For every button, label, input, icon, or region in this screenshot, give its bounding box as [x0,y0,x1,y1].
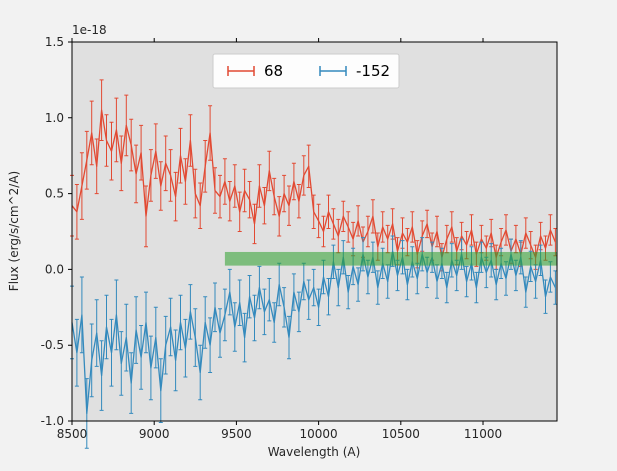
line--152 [71,250,556,415]
x-tick-label: 11000 [464,427,502,441]
y-axis-label: Flux (erg/s/cm^2/A) [7,171,21,291]
y-tick-label: 1.0 [45,111,64,125]
axis-ticks: 8500 9000 9500 10000 10500 11000 -1.0 -0.5 0.0 0.… [41,35,503,441]
y-tick-label: 0.5 [45,187,64,201]
series-68 [70,79,558,272]
y-tick-label: -0.5 [41,338,64,352]
x-tick-label: 9000 [139,427,170,441]
legend-errorbar-glyph [319,66,347,76]
legend: 68 -152 [212,53,400,89]
x-tick-label: 9500 [221,427,252,441]
y-tick-label: 1.5 [45,35,64,49]
plot-content [70,79,558,449]
y-tick-label: 0.0 [45,262,64,276]
legend-label: -152 [356,62,390,80]
legend-entry--152: -152 [319,62,390,80]
legend-entry-68: 68 [227,62,283,80]
x-tick-label: 8500 [57,427,88,441]
x-axis-label: Wavelength (A) [268,445,361,459]
zero-flux-band [224,251,557,266]
axes-spines [71,41,558,422]
legend-label: 68 [264,62,283,80]
x-tick-label: 10500 [382,427,420,441]
y-axis-offset-text: 1e-18 [72,23,107,37]
legend-box [212,53,400,89]
y-tick-label: -1.0 [41,414,64,428]
plot-area [72,42,557,421]
line-68 [71,109,557,258]
x-tick-label: 10000 [300,427,338,441]
legend-errorbar-glyph [227,66,255,76]
tick-marks [68,38,484,425]
